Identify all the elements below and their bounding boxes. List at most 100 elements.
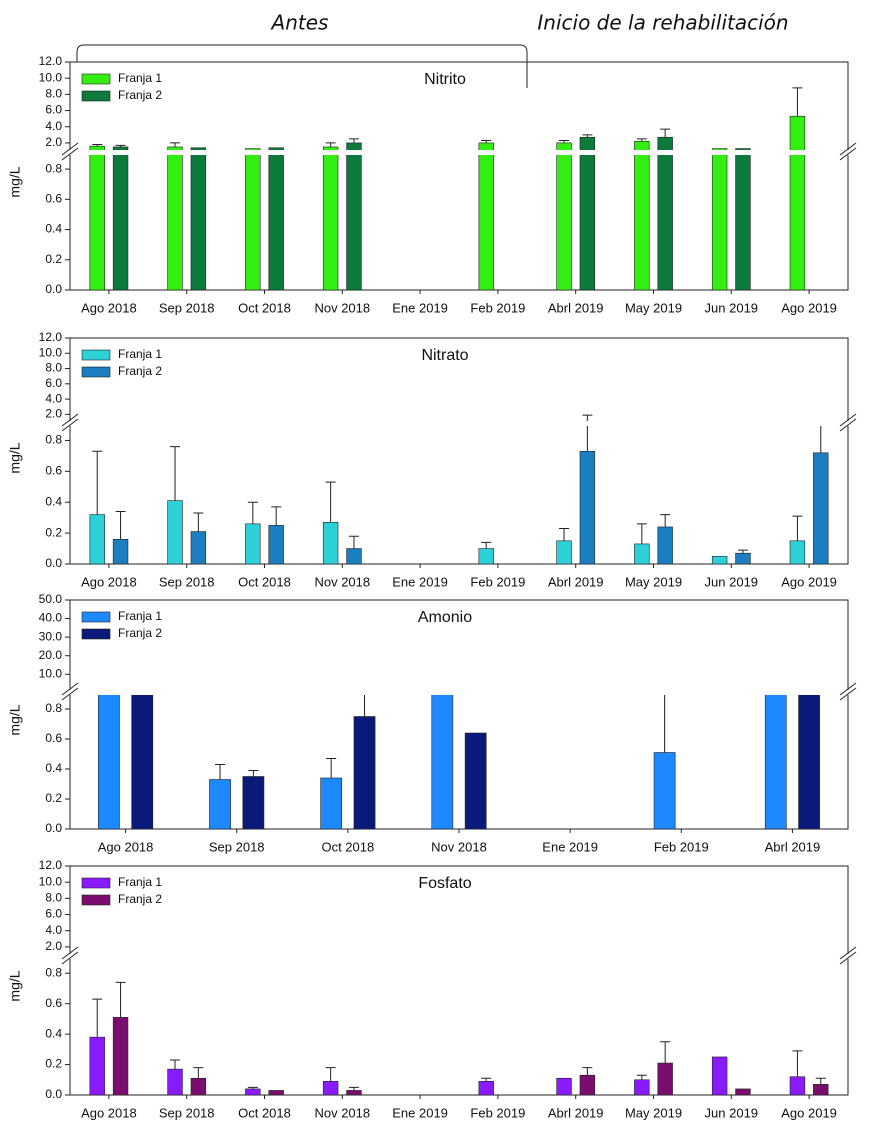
error-bar [115,981,126,1018]
x-tick-label: Ene 2019 [392,1105,448,1120]
bar [813,1084,829,1096]
y-tick-label: 10.0 [39,874,63,888]
legend-label: Franja 2 [118,626,162,640]
error-bar [92,144,103,147]
error-bar [481,541,492,549]
error-bar [636,1074,647,1080]
error-bar [115,510,126,540]
x-tick-label: Oct 2018 [238,574,291,589]
x-tick-label: May 2019 [625,300,682,315]
bar [167,146,183,291]
error-bar [481,1077,492,1082]
error-bar [582,414,593,452]
bar [579,136,596,291]
x-tick-label: Feb 2019 [654,839,709,854]
y-axis-label: mg/L [7,166,23,197]
bar [579,450,596,565]
bar [764,693,787,830]
y-tick-label: 2.0 [45,939,62,953]
legend-label: Franja 1 [118,347,162,361]
x-tick-label: Nov 2018 [314,300,370,315]
x-tick-label: Nov 2018 [314,1105,370,1120]
axis-break [64,690,849,695]
error-bar [325,1067,336,1082]
bar [268,525,284,565]
legend-label: Franja 2 [118,892,162,906]
x-tick-label: Abrl 2019 [548,300,604,315]
error-bar [792,1050,803,1077]
x-tick-label: Sep 2018 [159,1105,215,1120]
y-tick-label: 0.4 [45,222,62,236]
bar [245,148,261,291]
bar [653,752,676,830]
bar [131,692,154,830]
bar [634,140,650,291]
y-tick-label: 0.6 [45,996,62,1010]
break-mark [61,682,79,701]
y-tick-label: 0.8 [45,161,62,175]
x-tick-label: Ago 2019 [781,574,837,589]
bar [478,548,494,565]
break-mark [839,142,857,161]
y-tick-label: 8.0 [45,891,62,905]
y-tick-label: 0.2 [45,1057,62,1071]
bar [735,1088,751,1096]
y-tick-label: 0.8 [45,433,62,447]
axis-break [64,150,849,155]
bar [735,552,751,565]
error-bar [359,692,370,717]
y-tick-label: 12.0 [39,858,63,872]
bar [98,692,120,830]
bar [711,1056,728,1096]
bar [112,146,129,291]
bar [190,147,207,291]
y-tick-label: 4.0 [45,119,62,133]
y-tick-label: 0.6 [45,731,62,745]
y-tick-label: 0.8 [45,965,62,979]
chart-title: Amonio [418,609,472,626]
error-bar [215,764,226,780]
error-bar [92,998,103,1038]
error-bar [247,501,258,524]
error-bar [636,523,647,544]
bar [478,142,494,291]
bar [711,148,728,291]
x-tick-label: Oct 2018 [321,839,374,854]
bar [322,1081,339,1096]
bar [798,693,820,830]
x-tick-label: Sep 2018 [209,839,265,854]
bar [657,136,673,291]
bar [634,1079,650,1096]
y-axis-label: mg/L [7,442,23,473]
bar [789,115,806,291]
bar [464,732,487,830]
bar [711,555,728,565]
y-tick-label: 30.0 [39,629,63,643]
y-tick-label: 10.0 [39,70,63,84]
x-tick-label: Nov 2018 [431,839,487,854]
legend-swatch [81,73,111,85]
error-bar [792,515,803,541]
x-tick-label: Ago 2019 [781,1105,837,1120]
y-tick-label: 0.6 [45,192,62,206]
legend-swatch [81,366,111,378]
error-bar [348,1086,359,1091]
y-tick-label: 6.0 [45,103,62,117]
bar [322,521,339,565]
y-tick-label: 0.0 [45,1087,62,1101]
error-bar [247,1086,258,1089]
y-tick-label: 2.0 [45,407,62,421]
bar [322,146,339,291]
annotation: Antes [270,11,329,35]
x-tick-label: Jun 2019 [705,1105,759,1120]
axis-break [64,421,849,426]
error-bar [660,514,671,527]
break-mark [61,946,79,965]
bar [789,1076,806,1096]
chart-title: Fosfato [418,875,471,892]
y-tick-label: 0.4 [45,494,62,508]
y-tick-label: 10.0 [39,345,63,359]
error-bar [170,142,181,147]
x-tick-label: Ago 2019 [781,300,837,315]
x-tick-label: Ene 2019 [392,300,448,315]
